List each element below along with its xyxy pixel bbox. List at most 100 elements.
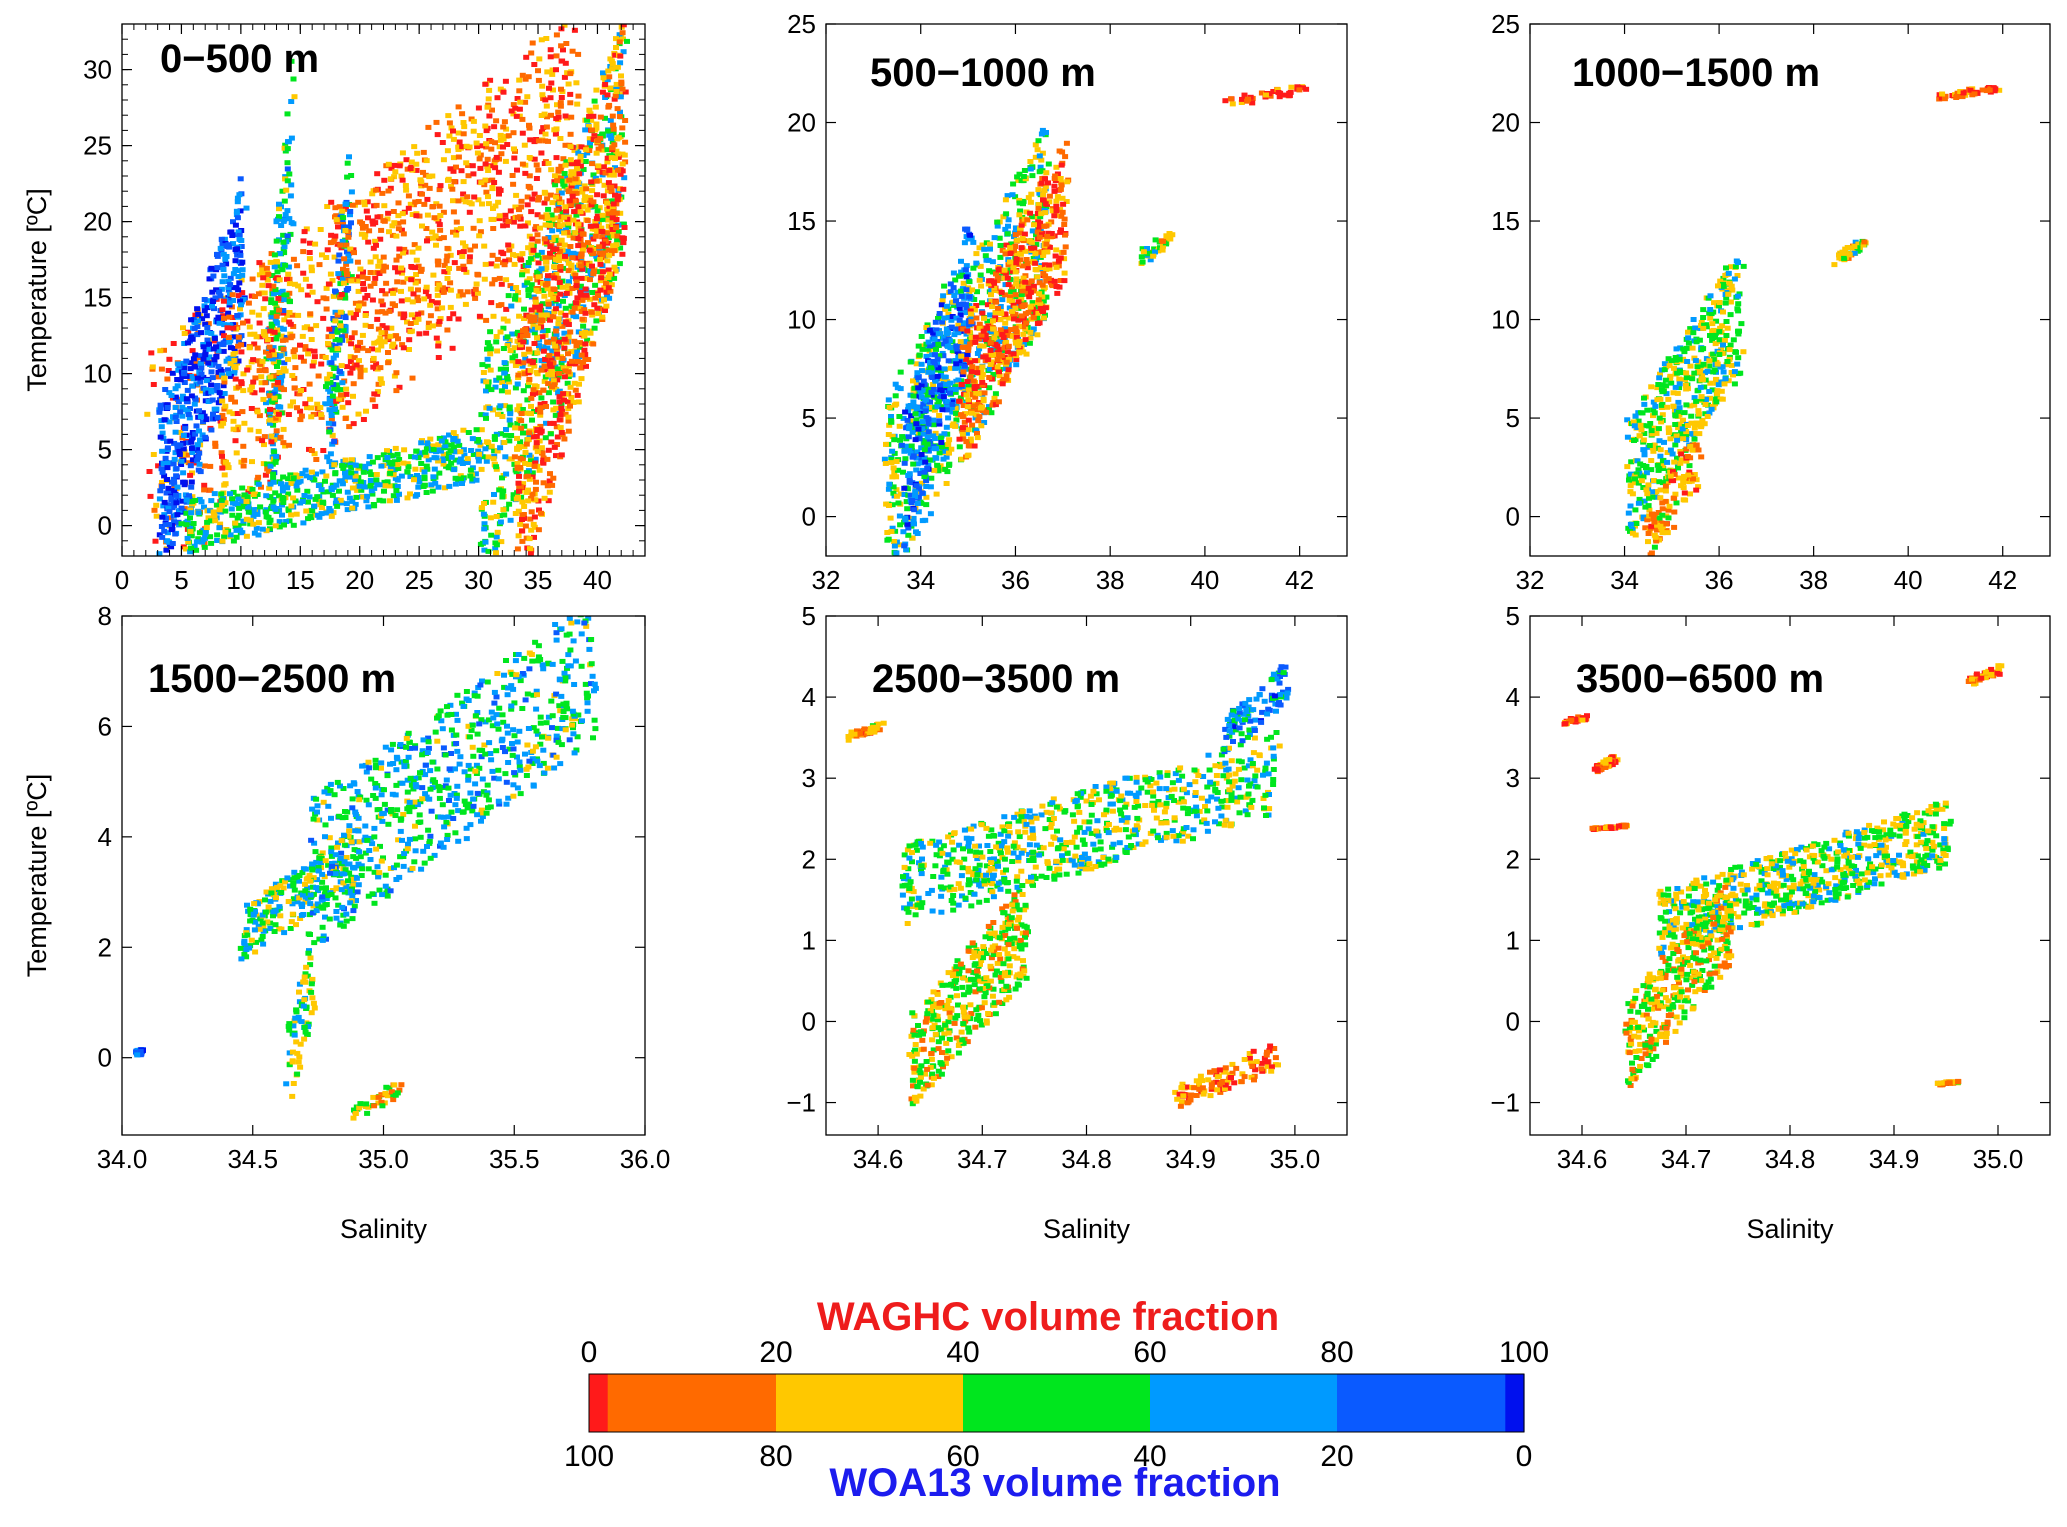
data-point	[481, 276, 488, 282]
data-point	[341, 291, 348, 297]
data-point	[164, 465, 171, 471]
data-point	[501, 119, 508, 125]
data-point	[315, 512, 321, 518]
data-point	[392, 265, 399, 271]
data-point	[388, 288, 395, 294]
x-tick-label: 35	[524, 565, 553, 595]
data-point	[555, 374, 562, 380]
data-point	[331, 439, 338, 445]
data-point	[160, 461, 167, 466]
data-point	[351, 250, 357, 256]
data-point	[373, 361, 380, 367]
data-point	[558, 452, 565, 458]
data-point	[601, 182, 608, 188]
data-point	[502, 158, 509, 164]
data-point	[247, 387, 254, 393]
data-point	[610, 172, 617, 178]
data-point	[404, 319, 410, 325]
data-point	[183, 497, 190, 503]
data-point	[215, 374, 222, 380]
data-point	[187, 549, 194, 555]
data-point	[156, 496, 163, 502]
data-point	[267, 481, 274, 487]
data-point	[571, 380, 578, 386]
data-point	[157, 405, 164, 411]
data-point	[374, 316, 381, 322]
data-point	[377, 365, 384, 371]
data-point	[493, 466, 500, 472]
data-point	[923, 388, 929, 394]
data-point	[516, 207, 522, 213]
data-point	[986, 366, 993, 372]
data-point	[296, 391, 303, 397]
data-point	[493, 339, 500, 345]
data-point	[182, 492, 189, 498]
data-point	[389, 343, 396, 349]
data-point	[883, 501, 890, 507]
data-point	[531, 314, 538, 320]
data-point	[221, 322, 228, 328]
data-point	[502, 258, 509, 264]
data-point	[512, 204, 519, 210]
data-point	[328, 416, 335, 422]
data-point	[613, 89, 620, 94]
data-point	[942, 306, 949, 312]
data-point	[180, 325, 186, 331]
data-point	[561, 214, 568, 220]
data-point	[455, 198, 462, 204]
data-point	[581, 333, 588, 339]
data-point	[369, 297, 376, 303]
data-point	[521, 306, 527, 312]
data-point	[600, 75, 607, 81]
data-point	[487, 367, 494, 373]
data-point	[532, 296, 539, 302]
data-point	[193, 539, 200, 545]
data-point	[557, 412, 564, 418]
data-point	[453, 227, 460, 233]
data-point	[431, 466, 438, 472]
data-point	[180, 470, 187, 476]
data-point	[561, 183, 568, 189]
data-point	[459, 254, 466, 259]
data-point	[341, 256, 348, 262]
data-point	[452, 481, 459, 487]
data-point	[201, 297, 208, 302]
data-point	[416, 213, 423, 219]
data-point	[461, 266, 468, 272]
data-point	[956, 444, 963, 450]
data-point	[345, 224, 352, 230]
data-point	[447, 252, 454, 258]
data-point	[519, 251, 526, 257]
data-point	[325, 340, 331, 346]
data-point	[375, 263, 382, 269]
data-point	[605, 275, 612, 280]
data-point	[302, 346, 309, 352]
data-point	[336, 274, 343, 279]
data-point	[280, 308, 287, 313]
data-point	[485, 384, 492, 390]
data-point	[450, 444, 457, 450]
data-point	[500, 144, 506, 150]
data-point	[525, 436, 532, 442]
data-point	[930, 382, 937, 387]
data-point	[232, 438, 239, 444]
data-point	[488, 387, 495, 393]
data-point	[599, 147, 606, 153]
data-point	[549, 369, 556, 375]
data-point	[924, 346, 931, 352]
data-point	[279, 288, 286, 294]
data-point	[307, 240, 313, 246]
data-point	[568, 161, 575, 167]
data-point	[188, 439, 195, 445]
data-point	[897, 491, 904, 497]
data-point	[526, 376, 533, 382]
data-point	[354, 487, 361, 493]
data-point	[311, 354, 318, 360]
data-point	[323, 510, 330, 516]
data-point	[323, 384, 329, 390]
data-point	[559, 178, 566, 184]
data-point	[563, 41, 570, 46]
data-point	[245, 509, 252, 515]
data-point	[609, 145, 616, 151]
data-point	[308, 414, 315, 420]
